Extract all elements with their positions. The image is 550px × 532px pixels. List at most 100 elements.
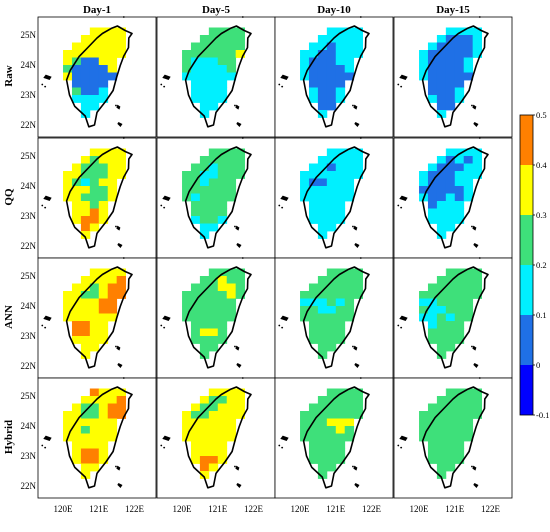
islet	[281, 326, 284, 329]
grid-cell	[472, 50, 483, 58]
islet	[400, 85, 403, 88]
grid-cell	[445, 403, 456, 412]
grid-cell	[326, 448, 337, 457]
grid-cell	[335, 171, 346, 179]
grid-cell	[317, 216, 328, 224]
grid-cell	[445, 433, 456, 442]
grid-cell	[89, 223, 100, 232]
colorbar-tick-label: 0.4	[536, 160, 547, 170]
latitude-tick-label: 22N	[21, 120, 37, 130]
grid-cell	[436, 426, 447, 434]
grid-cell	[98, 456, 109, 464]
grid-cell	[317, 321, 328, 329]
grid-cell	[326, 411, 337, 419]
grid-cell	[300, 426, 310, 434]
grid-cell	[182, 57, 192, 66]
grid-cell	[326, 216, 337, 224]
grid-cell	[326, 433, 337, 442]
islet	[281, 446, 284, 449]
grid-cell	[190, 201, 201, 209]
grid-cell	[217, 186, 228, 194]
grid-cell	[217, 95, 228, 103]
grid-cell	[107, 411, 118, 419]
grid-cell	[217, 411, 228, 419]
grid-cell	[326, 441, 337, 449]
grid-cell	[436, 433, 447, 442]
grid-cell	[436, 321, 447, 329]
grid-cell	[317, 42, 328, 51]
grid-cell	[208, 433, 219, 442]
islet	[236, 243, 239, 246]
grid-cell	[107, 291, 118, 299]
grid-cell	[235, 403, 246, 412]
grid-cell	[98, 35, 109, 43]
grid-cell	[463, 433, 474, 442]
grid-cell	[71, 186, 82, 194]
grid-cell	[208, 65, 219, 73]
grid-cell	[326, 328, 337, 337]
grid-cell	[80, 328, 91, 337]
grid-cell	[445, 411, 456, 419]
islet	[234, 345, 236, 348]
grid-cell	[463, 50, 474, 58]
grid-cell	[89, 411, 100, 419]
grid-cell	[116, 156, 127, 164]
grid-cell	[190, 403, 201, 412]
grid-cell	[208, 171, 219, 179]
grid-cell	[199, 186, 210, 194]
grid-cell	[71, 426, 82, 434]
grid-cell	[199, 328, 210, 337]
grid-cell	[80, 50, 91, 58]
grid-cell	[89, 201, 100, 209]
grid-cell	[353, 148, 364, 157]
longitude-tick-label: 121E	[326, 504, 346, 514]
grid-cell	[199, 231, 210, 239]
islet	[234, 225, 236, 228]
grid-cell	[89, 336, 100, 344]
grid-cell	[107, 403, 118, 412]
grid-cell	[89, 448, 100, 457]
grid-cell	[454, 193, 465, 202]
grid-cell	[317, 65, 328, 73]
grid-cell	[335, 65, 346, 73]
grid-cell	[300, 50, 310, 58]
grid-cell	[199, 448, 210, 457]
grid-cell	[98, 50, 109, 58]
grid-cell	[107, 276, 118, 284]
longitude-tick-label: 122E	[125, 504, 145, 514]
grid-cell	[208, 328, 219, 337]
row-label: QQ	[3, 188, 15, 206]
grid-cell	[98, 306, 109, 314]
grid-cell	[116, 27, 127, 36]
grid-cell	[208, 80, 219, 88]
grid-cell	[190, 336, 201, 344]
grid-cell	[335, 268, 346, 277]
islet	[41, 83, 44, 86]
grid-cell	[436, 178, 447, 187]
grid-cell	[427, 201, 438, 209]
grid-cell	[71, 216, 82, 224]
islet	[234, 465, 236, 468]
islet	[359, 257, 362, 259]
coastline	[184, 266, 252, 369]
islet	[163, 326, 166, 329]
grid-cell	[208, 448, 219, 457]
grid-cell	[217, 156, 228, 164]
grid-cell	[445, 306, 456, 314]
grid-cell	[199, 463, 210, 472]
grid-cell	[445, 163, 456, 172]
grid-cell	[335, 72, 346, 81]
grid-cell	[199, 298, 210, 307]
grid-cell	[454, 426, 465, 434]
grid-cell	[344, 388, 355, 397]
latitude-tick-label: 23N	[21, 331, 37, 341]
grid-cell	[317, 283, 328, 292]
grid-cell	[63, 178, 73, 187]
grid-cell	[436, 231, 447, 239]
grid-cell	[98, 313, 109, 322]
grid-cell	[226, 178, 237, 187]
grid-cell	[344, 313, 355, 322]
grid-cell	[436, 156, 447, 164]
grid-cell	[344, 426, 355, 434]
grid-cell	[217, 208, 228, 217]
